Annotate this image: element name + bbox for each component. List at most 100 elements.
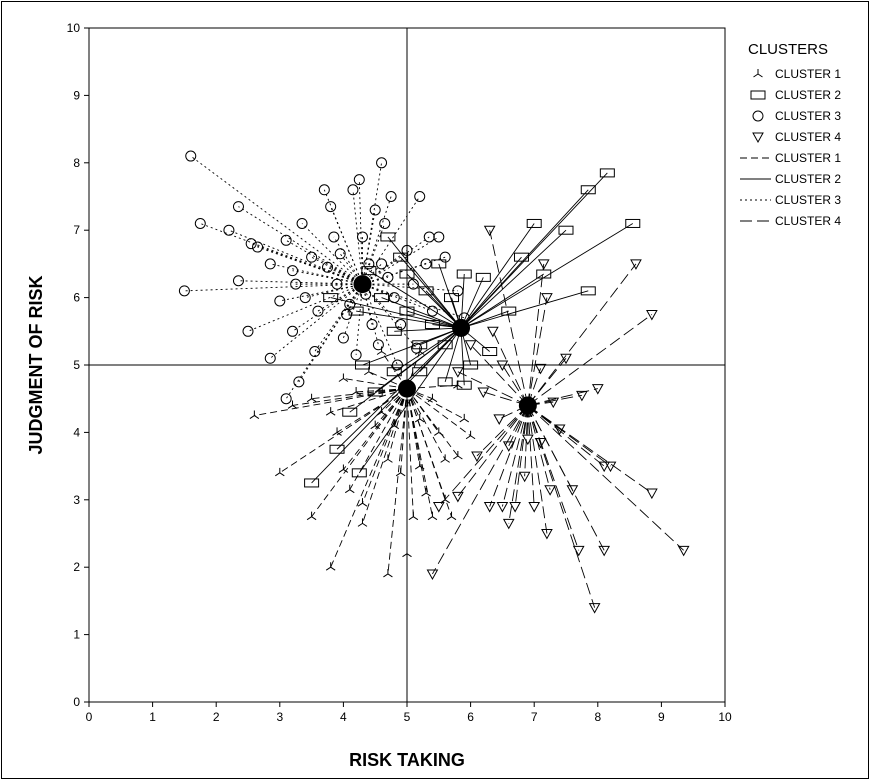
data-point	[264, 258, 276, 270]
data-point	[395, 467, 406, 477]
data-point	[437, 377, 453, 387]
data-point	[424, 320, 440, 330]
data-point	[242, 325, 254, 337]
connector-line	[362, 388, 408, 504]
data-point	[599, 168, 615, 178]
connector-line	[387, 388, 408, 574]
data-point	[357, 498, 368, 507]
connector-line	[292, 270, 363, 285]
data-point	[509, 502, 521, 513]
data-point	[354, 360, 370, 370]
connector-line	[228, 229, 363, 285]
data-point	[518, 471, 531, 483]
data-point	[232, 275, 244, 287]
data-point	[386, 367, 402, 377]
connector-line	[476, 405, 529, 457]
data-point	[576, 390, 588, 402]
data-point	[560, 353, 572, 365]
data-point	[427, 511, 438, 521]
data-point	[386, 326, 402, 336]
data-point	[357, 518, 368, 527]
data-point	[446, 511, 457, 521]
data-point	[453, 450, 463, 460]
connector-line	[247, 283, 363, 332]
data-point	[275, 467, 285, 477]
data-point	[452, 491, 464, 503]
data-point	[338, 373, 349, 382]
connector-line	[470, 344, 529, 406]
y-axis-ticks: 0 1 2 3 4 5 6 7 8 9 10	[67, 21, 89, 709]
connector-line	[527, 405, 605, 467]
y-tick-label: 3	[73, 493, 80, 507]
cluster-centroid	[518, 396, 537, 415]
data-point	[541, 529, 553, 540]
connector-line	[301, 223, 363, 285]
data-point	[287, 325, 299, 337]
connector-line	[457, 405, 529, 497]
data-point	[383, 568, 393, 578]
data-point	[318, 184, 330, 196]
data-point	[376, 346, 387, 355]
data-point	[646, 488, 658, 500]
connector-line	[352, 189, 363, 285]
data-point	[427, 393, 438, 403]
legend-label: CLUSTER 4	[775, 214, 841, 228]
connector-line	[489, 405, 529, 507]
data-point	[353, 174, 365, 186]
data-point	[459, 413, 470, 423]
data-point	[513, 252, 529, 262]
connector-line	[387, 388, 408, 460]
connector-line	[311, 388, 408, 517]
y-tick-label: 0	[73, 695, 80, 709]
data-point	[420, 258, 432, 270]
connector-line	[460, 273, 544, 329]
connector-line	[292, 388, 408, 406]
connector-line	[358, 327, 462, 474]
data-point	[274, 295, 286, 307]
connector-line	[406, 388, 446, 500]
x-axis-title: RISK TAKING	[349, 750, 465, 770]
connector-line	[438, 405, 529, 507]
data-point	[553, 424, 566, 436]
data-point	[411, 342, 423, 354]
data-point	[483, 225, 496, 237]
connector-line	[285, 239, 363, 285]
connector-line	[270, 263, 363, 285]
connector-line	[362, 283, 417, 349]
data-point	[372, 339, 384, 351]
data-point	[439, 251, 451, 263]
data-point	[232, 201, 244, 213]
data-point	[331, 278, 343, 290]
data-point	[426, 305, 438, 317]
data-point	[440, 454, 450, 463]
data-point	[544, 485, 556, 496]
data-point	[287, 400, 298, 409]
x-tick-label: 0	[86, 710, 93, 724]
connector-line	[527, 314, 653, 406]
connector-line	[362, 283, 401, 325]
cluster-centroid	[353, 275, 372, 294]
data-point	[351, 386, 361, 396]
connector-line	[460, 223, 535, 329]
cluster-centroids	[353, 275, 537, 415]
data-point	[350, 349, 362, 361]
data-point	[369, 204, 381, 216]
connector-line	[362, 196, 392, 285]
connector-line	[356, 388, 408, 393]
legend-marker	[752, 110, 764, 122]
data-point	[475, 272, 491, 282]
data-point	[293, 376, 305, 388]
x-tick-label: 2	[213, 710, 220, 724]
connector-line	[330, 388, 408, 568]
data-point	[348, 306, 364, 316]
data-point	[426, 569, 439, 580]
data-point	[502, 518, 515, 530]
connector-line	[460, 256, 522, 329]
legend: CLUSTERS CLUSTER 1 CLUSTER 2 CLUSTER 3 CLUS…	[740, 41, 841, 228]
connector-line	[508, 405, 529, 524]
data-point	[536, 269, 552, 279]
data-point	[280, 393, 292, 405]
connector-line	[527, 405, 596, 608]
x-tick-label: 8	[594, 710, 601, 724]
